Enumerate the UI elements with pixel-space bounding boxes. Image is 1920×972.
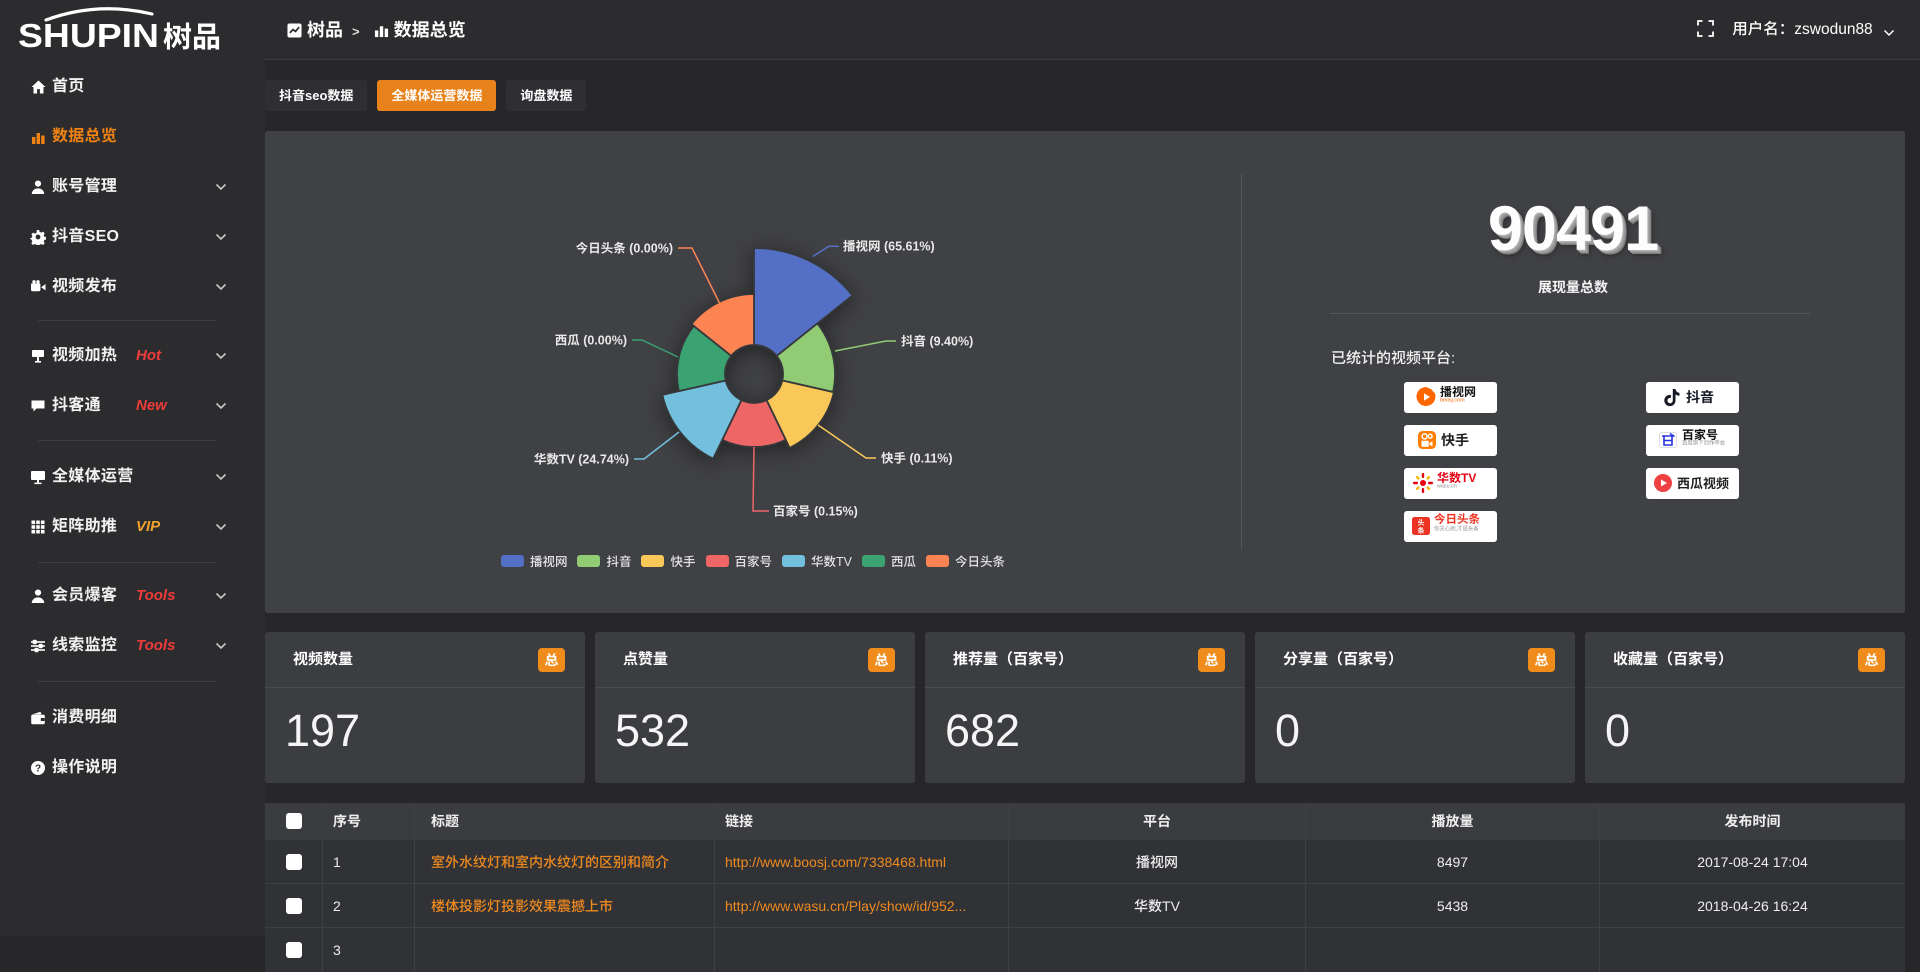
svg-text:播视网 (65.61%): 播视网 (65.61%) — [843, 240, 935, 254]
svg-text:条: 条 — [1418, 527, 1425, 535]
svg-text:?: ? — [35, 763, 41, 774]
svg-text:树品: 树品 — [163, 22, 221, 54]
svg-text:西瓜 (0.00%): 西瓜 (0.00%) — [555, 334, 627, 348]
svg-text:华数TV (24.74%): 华数TV (24.74%) — [534, 453, 629, 467]
svg-text:百家号 (0.15%): 百家号 (0.15%) — [773, 505, 858, 519]
svg-text:头: 头 — [1418, 519, 1425, 527]
svg-text:快手 (0.11%): 快手 (0.11%) — [881, 452, 953, 466]
svg-text:SHUPIN: SHUPIN — [18, 17, 159, 54]
svg-text:抖音 (9.40%): 抖音 (9.40%) — [901, 335, 973, 349]
svg-text:今日头条 (0.00%): 今日头条 (0.00%) — [576, 242, 673, 256]
